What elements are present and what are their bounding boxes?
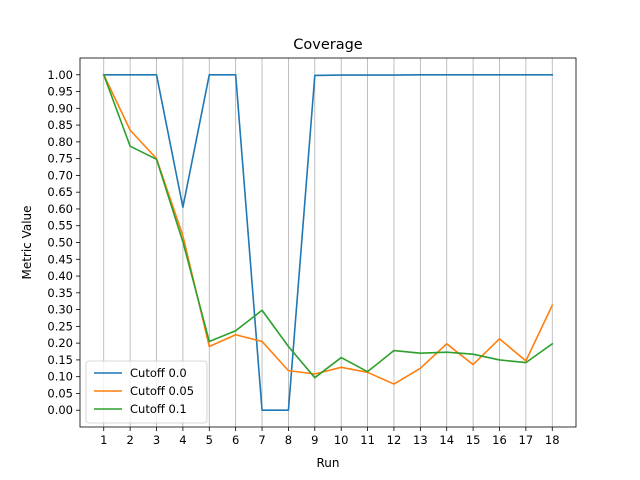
legend-label: Cutoff 0.05 [130, 384, 194, 398]
y-tick-label: 0.20 [47, 336, 73, 350]
x-tick-label: 9 [311, 433, 318, 447]
x-tick-label: 12 [387, 433, 402, 447]
x-tick-label: 1 [100, 433, 107, 447]
x-tick-label: 17 [519, 433, 534, 447]
grid-lines [103, 58, 553, 427]
y-tick-label: 0.05 [47, 386, 73, 400]
x-tick-label: 16 [492, 433, 507, 447]
x-tick-label: 3 [153, 433, 160, 447]
x-tick-label: 11 [360, 433, 375, 447]
y-axis-ticks: 0.00 0.05 0.10 0.15 0.20 0.25 0.30 0.35 0.40 0.45… [47, 68, 80, 417]
y-tick-label: 0.00 [47, 403, 73, 417]
chart-title: Coverage [293, 37, 363, 53]
y-tick-label: 0.95 [47, 85, 73, 99]
x-tick-label: 18 [545, 433, 560, 447]
y-tick-label: 0.85 [47, 118, 73, 132]
series-lines [102, 73, 554, 412]
series-line-1 [102, 73, 554, 412]
x-tick-label: 5 [206, 433, 213, 447]
y-tick-label: 0.10 [47, 370, 73, 384]
y-tick-label: 0.80 [47, 135, 73, 149]
x-tick-label: 7 [258, 433, 265, 447]
x-tick-label: 10 [334, 433, 349, 447]
y-tick-label: 0.35 [47, 286, 73, 300]
legend-box [85, 360, 208, 424]
x-tick-label: 6 [232, 433, 239, 447]
series-line-3 [102, 73, 554, 379]
y-tick-label: 0.45 [47, 252, 73, 266]
y-tick-label: 0.50 [47, 236, 73, 250]
x-tick-label: 14 [439, 433, 454, 447]
series-line-2 [102, 73, 554, 385]
y-tick-label: 0.15 [47, 353, 73, 367]
y-tick-label: 0.75 [47, 152, 73, 166]
legend-label: Cutoff 0.1 [130, 402, 187, 416]
y-tick-label: 0.60 [47, 202, 73, 216]
y-tick-label: 0.40 [47, 269, 73, 283]
x-axis-ticks: 1 2 3 4 5 6 7 8 9 10 11 12 13 14 15 16 17 18 [100, 427, 560, 447]
y-tick-label: 0.55 [47, 219, 73, 233]
legend-label: Cutoff 0.0 [130, 366, 187, 380]
x-tick-label: 4 [179, 433, 186, 447]
x-axis-label: Run [316, 456, 339, 470]
x-tick-label: 13 [413, 433, 428, 447]
y-tick-label: 1.00 [47, 68, 73, 82]
y-tick-label: 0.25 [47, 319, 73, 333]
y-tick-label: 0.90 [47, 101, 73, 115]
y-tick-label: 0.30 [47, 303, 73, 317]
x-tick-label: 8 [285, 433, 292, 447]
x-tick-label: 15 [466, 433, 481, 447]
y-tick-label: 0.70 [47, 168, 73, 182]
legend: Cutoff 0.0 Cutoff 0.05 Cutoff 0.1 [85, 360, 208, 424]
y-axis-label: Metric Value [20, 205, 34, 279]
y-tick-label: 0.65 [47, 185, 73, 199]
x-tick-label: 2 [126, 433, 133, 447]
